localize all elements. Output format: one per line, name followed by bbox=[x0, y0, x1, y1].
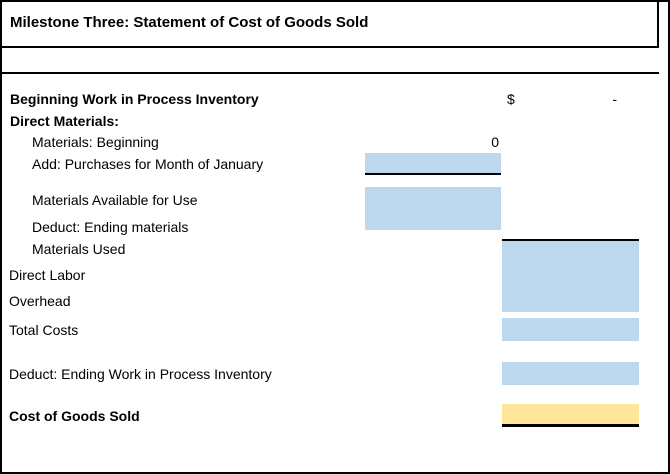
label-add-purchases: Add: Purchases for Month of January bbox=[32, 156, 264, 172]
label-direct-labor: Direct Labor bbox=[9, 267, 86, 283]
title-right-border bbox=[657, 2, 659, 48]
label-overhead: Overhead bbox=[9, 293, 71, 309]
cell-materials-used-block[interactable] bbox=[502, 239, 639, 312]
label-total-costs: Total Costs bbox=[9, 322, 79, 338]
cell-purchases-input[interactable] bbox=[365, 153, 501, 175]
label-deduct-ending-materials: Deduct: Ending materials bbox=[32, 219, 189, 235]
label-direct-materials: Direct Materials: bbox=[10, 113, 119, 129]
cell-beginning-wip-currency[interactable]: $ bbox=[507, 91, 515, 107]
cell-materials-available-input[interactable] bbox=[365, 187, 501, 230]
page-title: Milestone Three: Statement of Cost of Go… bbox=[10, 14, 369, 31]
cell-total-costs-input[interactable] bbox=[502, 318, 639, 341]
cell-ending-wip-input[interactable] bbox=[502, 362, 639, 385]
cell-beginning-wip-value[interactable]: - bbox=[612, 91, 617, 107]
header-divider bbox=[2, 72, 659, 74]
label-deduct-ending-wip: Deduct: Ending Work in Process Inventory bbox=[9, 366, 272, 382]
title-bottom-border bbox=[2, 46, 659, 48]
cell-cogs-result[interactable] bbox=[502, 404, 639, 427]
label-materials-beginning: Materials: Beginning bbox=[32, 134, 159, 150]
label-beginning-wip: Beginning Work in Process Inventory bbox=[10, 91, 259, 107]
label-materials-available: Materials Available for Use bbox=[32, 192, 198, 208]
cell-materials-beginning-value[interactable]: 0 bbox=[491, 134, 499, 150]
label-materials-used: Materials Used bbox=[32, 241, 126, 257]
label-cost-of-goods-sold: Cost of Goods Sold bbox=[9, 408, 140, 424]
